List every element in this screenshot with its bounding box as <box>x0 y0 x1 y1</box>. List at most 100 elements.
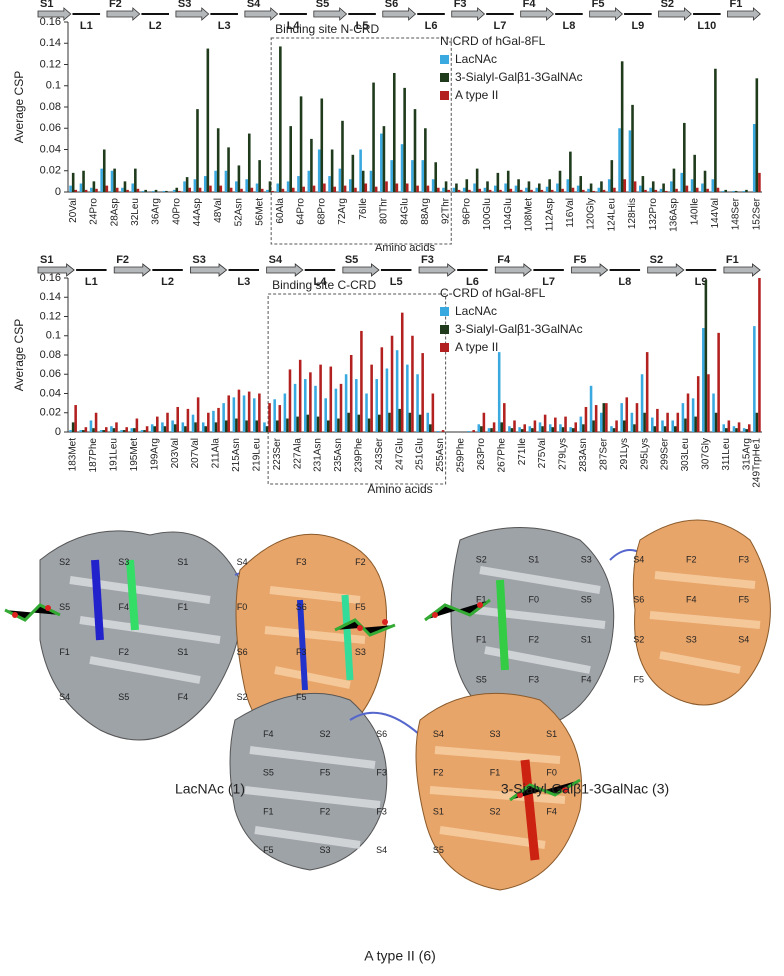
strand-label: S1 <box>546 729 557 739</box>
bar <box>742 428 746 432</box>
y-tick-label: 0.08 <box>40 101 61 113</box>
bar <box>482 412 486 432</box>
bar <box>612 428 616 432</box>
x-tick-label: 24Pro <box>89 198 100 225</box>
bar <box>134 168 137 192</box>
bar <box>672 168 676 192</box>
bar <box>237 389 241 432</box>
topology-label: S4 <box>247 0 261 10</box>
topology-label: L4 <box>287 20 301 32</box>
strand-label: S3 <box>355 647 366 657</box>
bar <box>102 149 106 192</box>
x-tick-label: 183Met <box>68 438 79 472</box>
strand-label: F2 <box>118 647 129 657</box>
bar <box>84 427 88 432</box>
bar <box>625 397 629 432</box>
strand-label: S5 <box>118 692 129 702</box>
bar <box>681 403 685 432</box>
x-tick-label: 28Asp <box>109 198 120 227</box>
bar <box>418 414 422 432</box>
strand-label: S4 <box>738 634 749 644</box>
bar <box>214 422 218 432</box>
bar <box>268 403 271 432</box>
bar <box>276 183 280 192</box>
strand-label: F3 <box>528 674 539 684</box>
legend-swatch <box>440 325 449 334</box>
bar <box>693 154 696 192</box>
bar <box>525 187 528 192</box>
bar <box>133 428 136 432</box>
bar <box>559 424 562 432</box>
bar <box>752 124 756 192</box>
topology-label: L5 <box>390 276 403 288</box>
strand-label: F2 <box>320 806 331 816</box>
x-tick-label: 247Glu <box>394 438 405 470</box>
bar <box>71 172 75 192</box>
bar <box>540 189 544 192</box>
x-tick-label: 120Gly <box>586 198 597 230</box>
bar <box>104 427 108 432</box>
x-tick-label: 108Met <box>524 198 535 232</box>
annotation: Binding site N-CRD <box>275 22 379 36</box>
x-tick-label: 48Val <box>213 198 224 223</box>
strand <box>175 7 210 21</box>
bar <box>477 424 481 432</box>
strand-label: S1 <box>528 554 539 564</box>
bar <box>297 176 300 192</box>
bar <box>695 187 699 192</box>
bar <box>706 188 709 192</box>
strand-label: S6 <box>633 594 644 604</box>
bar <box>171 420 174 432</box>
topology-label: L9 <box>695 276 708 288</box>
bar <box>499 189 502 192</box>
legend-swatch <box>440 55 449 64</box>
bar <box>390 160 393 192</box>
strand <box>727 7 761 21</box>
x-tick-label: 227Ala <box>292 438 303 470</box>
bar <box>140 430 144 432</box>
bar <box>380 347 384 432</box>
bar <box>237 165 241 192</box>
bar <box>747 424 751 432</box>
bar <box>732 190 735 192</box>
bar <box>370 364 373 432</box>
bar <box>533 420 537 432</box>
x-tick-label: 279Lys <box>558 438 569 470</box>
bar <box>592 190 595 192</box>
bar <box>240 188 243 192</box>
topology-label: F2 <box>116 254 129 266</box>
topology-label: L2 <box>161 276 174 288</box>
bar <box>367 418 371 432</box>
bar <box>361 170 365 192</box>
strand-label: F4 <box>686 594 697 604</box>
bar <box>548 424 552 432</box>
bar <box>651 181 655 192</box>
bar <box>154 189 158 192</box>
strand-label: F1 <box>490 768 501 778</box>
bar <box>347 412 350 432</box>
bar <box>564 416 567 432</box>
strand-label: F2 <box>355 557 366 567</box>
bar <box>206 48 210 192</box>
bar <box>548 179 551 192</box>
bar <box>176 406 179 432</box>
topology-label: S3 <box>178 0 191 10</box>
bar <box>431 393 435 432</box>
strand-label: F2 <box>528 634 539 644</box>
x-tick-label: 215Asn <box>231 438 242 472</box>
x-tick-label: 307Gly <box>701 438 712 470</box>
bar <box>255 183 259 192</box>
bar <box>173 424 177 432</box>
bar <box>293 383 297 432</box>
x-tick-label: 283Asn <box>578 438 589 472</box>
bar <box>694 416 697 432</box>
strand-label: F0 <box>528 594 539 604</box>
bar <box>131 183 135 192</box>
structure-caption: LacNAc (1) <box>175 781 245 797</box>
bar <box>351 154 355 192</box>
bar <box>571 428 575 432</box>
bar <box>734 190 738 192</box>
bar <box>188 187 192 192</box>
bar <box>579 176 583 192</box>
bar <box>235 181 238 192</box>
